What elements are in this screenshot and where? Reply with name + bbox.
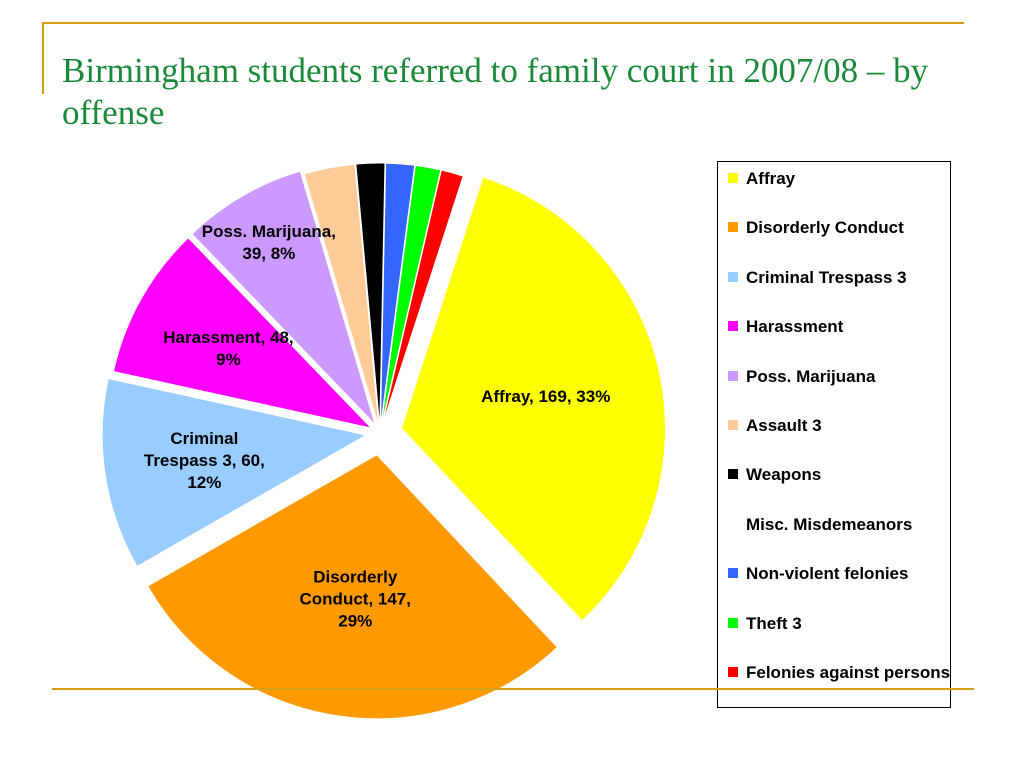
pie-slice-non-violent-felonies xyxy=(379,162,416,428)
pie-slice-theft-3 xyxy=(380,164,442,428)
legend-swatch-harassment xyxy=(728,321,738,331)
legend-item-disorderly-conduct: Disorderly Conduct xyxy=(728,217,951,238)
legend-swatch-weapons xyxy=(728,469,738,479)
legend-label-disorderly-conduct: Disorderly Conduct xyxy=(746,218,904,237)
title-accent-left-line xyxy=(42,22,44,94)
pie-slice-poss-marijuana xyxy=(191,170,376,425)
legend-item-poss-marijuana: Poss. Marijuana xyxy=(728,366,951,387)
legend-label-felonies-against-persons: Felonies against persons xyxy=(746,663,951,682)
pie-slice-disorderly-conduct xyxy=(147,454,559,720)
pie-slice-felonies-against-persons xyxy=(381,169,464,428)
footer-accent-line xyxy=(52,688,974,690)
legend-swatch-poss-marijuana xyxy=(728,371,738,381)
legend-label-non-violent-felonies: Non-violent felonies xyxy=(746,564,909,583)
pie-slice-criminal-trespass-3 xyxy=(101,377,368,568)
pie-label-harassment: Harassment, 48, 9% xyxy=(163,328,293,369)
legend-swatch-misc-misdemeanors xyxy=(728,519,738,529)
legend-item-weapons: Weapons xyxy=(728,464,951,485)
legend-item-misc-misdemeanors: Misc. Misdemeanors xyxy=(728,514,951,535)
legend-swatch-felonies-against-persons xyxy=(728,667,738,677)
legend-label-weapons: Weapons xyxy=(746,465,822,484)
legend-swatch-affray xyxy=(728,173,738,183)
legend-item-criminal-trespass-3: Criminal Trespass 3 xyxy=(728,267,951,288)
pie-label-affray: Affray, 169, 33% xyxy=(481,387,610,406)
pie-label-disorderly-conduct: Disorderly Conduct, 147, 29% xyxy=(300,567,411,630)
legend-swatch-criminal-trespass-3 xyxy=(728,272,738,282)
legend-item-assault-3: Assault 3 xyxy=(728,415,951,436)
pie-label-poss-marijuana: Poss. Marijuana, 39, 8% xyxy=(202,222,336,263)
legend-item-non-violent-felonies: Non-violent felonies xyxy=(728,563,951,584)
legend-item-felonies-against-persons: Felonies against persons xyxy=(728,662,951,683)
legend-item-harassment: Harassment xyxy=(728,316,951,337)
pie-labels: Affray, 169, 33% Disorderly Conduct, 147, 2… xyxy=(144,222,610,631)
legend-item-theft-3: Theft 3 xyxy=(728,613,951,634)
pie-label-criminal-trespass-3: Criminal Trespass 3, 60, 12% xyxy=(144,429,265,492)
legend-swatch-disorderly-conduct xyxy=(728,222,738,232)
title-accent-top-line xyxy=(42,22,964,24)
pie-slice-weapons xyxy=(355,162,386,428)
pie-slices xyxy=(101,162,666,720)
legend-label-criminal-trespass-3: Criminal Trespass 3 xyxy=(746,268,907,287)
legend-label-misc-misdemeanors: Misc. Misdemeanors xyxy=(746,515,913,534)
legend-item-affray: Affray xyxy=(728,168,951,189)
legend-swatch-assault-3 xyxy=(728,420,738,430)
pie-slice-affray xyxy=(400,176,666,622)
legend-label-affray: Affray xyxy=(746,169,796,188)
pie-slice-harassment xyxy=(112,237,373,429)
legend-label-assault-3: Assault 3 xyxy=(746,416,822,435)
legend-swatch-theft-3 xyxy=(728,618,738,628)
legend-label-theft-3: Theft 3 xyxy=(746,614,802,633)
legend-label-harassment: Harassment xyxy=(746,317,844,336)
legend-swatch-non-violent-felonies xyxy=(728,568,738,578)
pie-slice-assault-3 xyxy=(303,163,380,428)
legend-label-poss-marijuana: Poss. Marijuana xyxy=(746,367,876,386)
slide-title: Birmingham students referred to family c… xyxy=(62,51,929,132)
chart-legend: Affray Disorderly Conduct Criminal Trespas… xyxy=(717,161,951,708)
